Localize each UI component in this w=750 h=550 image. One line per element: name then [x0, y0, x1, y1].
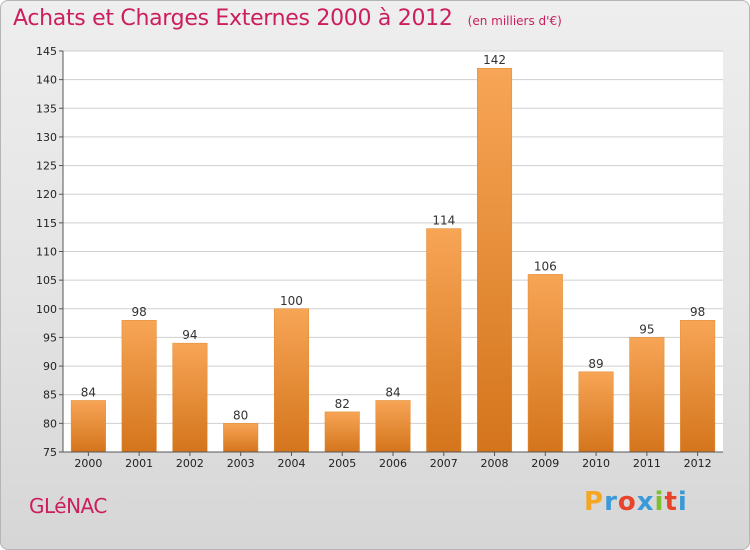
bar-2005: [324, 411, 360, 453]
bar-2011: [629, 337, 665, 453]
data-label-2011: 95: [639, 322, 654, 336]
y-tick-label: 120: [36, 188, 57, 201]
x-tick-label-2012: 2012: [684, 457, 712, 470]
logo-letter: t: [664, 487, 678, 517]
y-tick-label: 130: [36, 131, 57, 144]
x-tick-label-2004: 2004: [277, 457, 305, 470]
logo-letter: i: [654, 487, 665, 517]
x-tick-label-2001: 2001: [125, 457, 153, 470]
data-label-2008: 142: [483, 53, 506, 67]
y-tick-label: 75: [43, 446, 57, 459]
y-tick-label: 85: [43, 389, 57, 402]
logo-letter: P: [584, 487, 605, 517]
logo-letter: i: [677, 487, 688, 517]
y-tick-label: 80: [43, 417, 57, 430]
y-tick-label: 125: [36, 160, 57, 173]
x-tick-label-2000: 2000: [74, 457, 102, 470]
bar-2008: [477, 67, 513, 453]
bar-2004: [273, 308, 309, 453]
data-label-2001: 98: [132, 305, 147, 319]
logo-letter: x: [636, 487, 655, 517]
proxiti-logo: Proxiti: [584, 487, 688, 517]
bar-2012: [680, 319, 716, 453]
x-tick-label-2003: 2003: [227, 457, 255, 470]
data-label-2007: 114: [432, 214, 455, 228]
x-tick-label-2011: 2011: [633, 457, 661, 470]
bar-2000: [70, 400, 106, 453]
data-label-2009: 106: [534, 259, 557, 273]
data-label-2005: 82: [335, 397, 350, 411]
data-label-2000: 84: [81, 385, 96, 399]
data-label-2003: 80: [233, 408, 248, 422]
y-tick-label: 105: [36, 274, 57, 287]
bar-2001: [121, 319, 157, 453]
y-tick-label: 115: [36, 217, 57, 230]
bar-2007: [426, 228, 462, 453]
data-label-2012: 98: [690, 305, 705, 319]
x-tick-label-2007: 2007: [430, 457, 458, 470]
y-tick-label: 100: [36, 303, 57, 316]
bar-2003: [223, 423, 259, 453]
commune-name: GLéNAC: [29, 494, 107, 518]
y-tick-label: 95: [43, 331, 57, 344]
y-tick-label: 90: [43, 360, 57, 373]
x-tick-label-2006: 2006: [379, 457, 407, 470]
chart-title-block: Achats et Charges Externes 2000 à 2012 (…: [13, 6, 562, 31]
chart-subtitle: (en milliers d'€): [467, 14, 562, 28]
logo-letter: o: [617, 487, 637, 517]
data-label-2006: 84: [385, 385, 400, 399]
bar-2010: [578, 371, 614, 453]
bar-2009: [527, 274, 563, 453]
x-tick-label-2008: 2008: [481, 457, 509, 470]
chart-title: Achats et Charges Externes 2000 à 2012: [13, 6, 453, 31]
x-tick-label-2009: 2009: [531, 457, 559, 470]
y-tick-label: 135: [36, 102, 57, 115]
bar-2006: [375, 400, 411, 453]
x-tick-label-2010: 2010: [582, 457, 610, 470]
data-label-2010: 89: [588, 357, 603, 371]
data-label-2004: 100: [280, 294, 303, 308]
y-tick-label: 110: [36, 246, 57, 259]
logo-letter: r: [604, 487, 618, 517]
y-tick-label: 145: [36, 45, 57, 58]
x-tick-label-2005: 2005: [328, 457, 356, 470]
y-tick-label: 140: [36, 74, 57, 87]
data-label-2002: 94: [182, 328, 197, 342]
x-tick-label-2002: 2002: [176, 457, 204, 470]
bar-2002: [172, 342, 208, 453]
